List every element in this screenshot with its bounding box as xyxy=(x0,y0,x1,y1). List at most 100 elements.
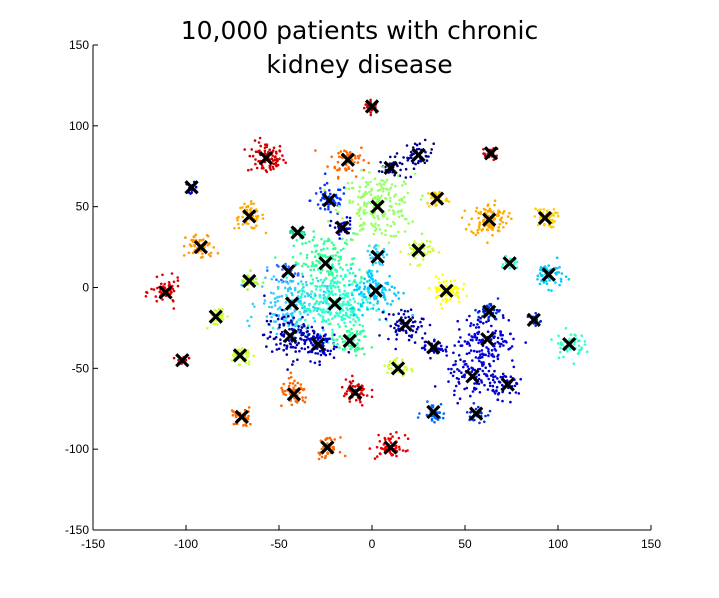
data-point xyxy=(492,355,496,358)
data-point xyxy=(381,263,384,267)
data-point xyxy=(550,289,553,292)
data-point xyxy=(247,360,251,363)
centroid-marker xyxy=(483,146,499,161)
data-point xyxy=(393,326,396,330)
data-point xyxy=(368,244,371,247)
data-point xyxy=(439,402,443,406)
data-point xyxy=(241,280,245,284)
data-point xyxy=(407,243,411,247)
data-point xyxy=(396,211,400,214)
data-point xyxy=(399,250,403,254)
data-point xyxy=(316,279,320,283)
data-point xyxy=(380,291,384,294)
data-point xyxy=(380,232,384,235)
data-point xyxy=(257,141,261,144)
data-point xyxy=(555,266,559,270)
data-point xyxy=(407,338,411,342)
data-point xyxy=(384,298,387,301)
data-point xyxy=(360,404,364,407)
data-point xyxy=(342,192,346,195)
data-point xyxy=(400,209,403,212)
data-point xyxy=(364,295,367,299)
data-point xyxy=(216,251,220,255)
data-point xyxy=(271,149,275,152)
data-point xyxy=(344,186,348,190)
data-point xyxy=(330,290,334,293)
data-point xyxy=(256,282,259,286)
data-point xyxy=(212,322,216,326)
data-point xyxy=(423,332,427,335)
centroid-marker xyxy=(469,406,484,421)
data-point xyxy=(322,344,325,347)
data-point xyxy=(345,263,348,267)
data-point xyxy=(369,301,372,305)
data-point xyxy=(398,448,401,451)
data-point xyxy=(289,343,293,346)
data-point xyxy=(434,204,437,208)
data-point xyxy=(297,318,301,322)
data-point xyxy=(278,157,281,161)
data-point xyxy=(276,307,280,311)
data-point xyxy=(328,238,331,242)
data-point xyxy=(301,283,305,286)
data-point xyxy=(312,316,316,320)
data-point xyxy=(379,183,382,186)
data-point xyxy=(385,253,389,256)
data-point xyxy=(427,155,430,158)
data-point xyxy=(302,262,306,266)
data-point xyxy=(356,333,359,336)
data-point xyxy=(318,349,322,353)
data-point xyxy=(321,196,324,200)
centroid-marker xyxy=(281,264,296,279)
centroid-marker xyxy=(502,256,517,271)
data-point xyxy=(300,264,304,268)
data-point xyxy=(437,347,440,351)
centroid-marker xyxy=(322,193,337,208)
data-point xyxy=(328,284,332,288)
centroid-marker xyxy=(480,332,495,347)
data-point xyxy=(489,225,493,229)
centroid-marker xyxy=(342,333,357,348)
data-point xyxy=(299,329,303,332)
data-point xyxy=(368,447,372,450)
data-point xyxy=(423,344,427,348)
centroid-marker xyxy=(364,99,380,114)
data-point xyxy=(555,256,559,260)
data-point xyxy=(394,193,398,196)
data-point xyxy=(462,365,465,369)
data-point xyxy=(405,144,409,147)
data-point xyxy=(464,363,468,366)
data-point xyxy=(309,339,312,343)
data-point xyxy=(331,328,334,332)
data-point xyxy=(501,375,505,379)
data-point xyxy=(355,315,359,319)
data-point xyxy=(441,298,445,302)
data-point xyxy=(309,295,313,299)
data-point xyxy=(332,447,336,451)
data-point xyxy=(252,202,256,206)
data-point xyxy=(355,288,359,292)
data-point xyxy=(315,335,319,339)
data-point xyxy=(332,356,336,360)
data-point xyxy=(468,314,471,318)
data-point xyxy=(487,347,490,351)
data-point xyxy=(534,207,537,210)
data-point xyxy=(487,203,490,206)
data-point xyxy=(483,420,486,424)
data-point xyxy=(363,208,366,212)
data-point xyxy=(313,361,317,365)
data-point xyxy=(501,212,505,215)
data-point xyxy=(265,266,269,269)
data-point xyxy=(317,302,321,306)
data-point xyxy=(269,291,273,295)
data-point xyxy=(360,384,364,388)
data-point xyxy=(241,206,244,209)
data-point xyxy=(395,357,399,360)
data-point xyxy=(394,444,398,448)
data-point xyxy=(398,198,401,202)
data-point xyxy=(296,262,300,266)
data-point xyxy=(188,243,192,246)
data-point xyxy=(444,297,448,301)
data-point xyxy=(377,244,381,248)
data-point xyxy=(338,335,342,338)
